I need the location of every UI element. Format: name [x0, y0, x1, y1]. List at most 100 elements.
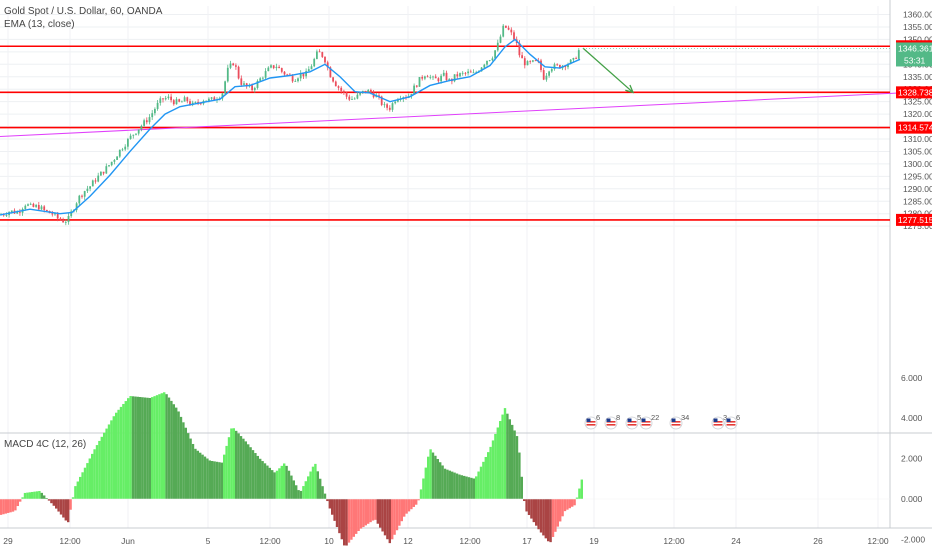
candle-body	[467, 71, 469, 74]
calendar-event[interactable]: 5	[625, 413, 641, 430]
candle-body	[502, 25, 505, 37]
macd-bar	[287, 470, 291, 499]
macd-bar	[535, 499, 538, 526]
macd-bar	[491, 440, 495, 499]
level-price-tag[interactable]	[896, 86, 932, 99]
macd-bar	[323, 493, 327, 499]
forecast-arrow-line[interactable]	[582, 47, 634, 93]
macd-bar	[9, 499, 12, 513]
flag-stripe	[641, 421, 651, 423]
macd-bar	[19, 499, 22, 502]
macd-bar	[412, 499, 415, 507]
macd-bar	[127, 398, 130, 499]
macd-bar	[520, 476, 523, 499]
macd-bar	[141, 397, 144, 499]
level-price-tag[interactable]	[896, 213, 932, 226]
candle-body	[326, 62, 329, 68]
calendar-event[interactable]: 6	[724, 413, 740, 430]
calendar-event[interactable]: 8	[604, 413, 620, 430]
forecast-arrow-group[interactable]	[582, 47, 635, 94]
candle-body	[321, 52, 324, 57]
macd-bar	[148, 397, 151, 499]
macd-bar	[359, 499, 363, 529]
macd-bar	[184, 427, 187, 499]
macd-bar	[549, 499, 552, 543]
macd-bar	[472, 478, 475, 499]
candle-body	[459, 73, 461, 77]
macd-bar	[119, 406, 123, 499]
calendar-events[interactable]: 6 8 5 22 34 3 6	[584, 413, 740, 430]
candle-body	[496, 42, 499, 51]
candle-body	[135, 133, 137, 135]
candle-body	[418, 76, 421, 87]
macd-bar	[251, 450, 255, 499]
macd-bar	[167, 397, 171, 499]
time-tick-label: 24	[731, 536, 741, 546]
macd-bar	[98, 440, 101, 499]
calendar-event-count: 8	[616, 413, 620, 422]
macd-bar	[328, 499, 331, 509]
candle-body	[162, 98, 164, 100]
candle-body	[262, 77, 264, 79]
candle-body	[523, 58, 526, 66]
level-price-tag-label: 1314.574	[898, 123, 932, 133]
price-tick-label: 1305.000	[903, 146, 932, 156]
macd-bar	[62, 499, 65, 518]
calendar-event[interactable]: 3	[711, 413, 727, 430]
macd-bar	[453, 472, 456, 499]
macd-bar	[74, 486, 77, 499]
macd-bar	[539, 499, 543, 533]
macd-bar	[134, 396, 137, 499]
level-price-tag[interactable]	[896, 121, 932, 134]
time-tick-label: 12:00	[663, 536, 685, 546]
flag-stripe	[671, 424, 681, 426]
candle-body	[529, 61, 532, 62]
candle-body	[113, 159, 116, 162]
macd-bar	[527, 499, 531, 516]
macd-bar	[417, 499, 420, 501]
candle-body	[2, 214, 5, 216]
candle-body	[170, 96, 172, 101]
macd-bar	[4, 499, 7, 514]
calendar-event[interactable]: 6	[584, 413, 600, 430]
candle-body	[16, 211, 19, 214]
macd-bar	[297, 490, 300, 499]
candle-body	[270, 65, 272, 68]
macd-bar	[227, 437, 231, 499]
macd-bar	[220, 462, 223, 499]
time-tick-label: 17	[522, 536, 532, 546]
calendar-event[interactable]: 22	[639, 413, 659, 430]
macd-tick-label: 6.000	[901, 373, 923, 383]
candle-body	[35, 204, 37, 207]
flag-canton	[726, 418, 731, 422]
macd-bar	[333, 499, 336, 521]
macd-bar	[163, 392, 166, 499]
macd-bar	[347, 499, 351, 543]
candle-body	[329, 67, 332, 78]
macd-bar	[487, 452, 490, 499]
candle-body	[100, 171, 102, 176]
candle-body	[127, 138, 129, 147]
candle-body	[429, 77, 432, 78]
price-tick-label: 1360.000	[903, 10, 932, 20]
macd-bar	[434, 455, 437, 499]
macd-bar	[441, 465, 444, 499]
candle-body	[545, 75, 548, 80]
calendar-event[interactable]: 34	[669, 413, 689, 430]
horizontal-levels[interactable]	[0, 45, 890, 221]
candle-body	[453, 74, 456, 82]
candle-body	[110, 161, 113, 166]
candle-body	[507, 27, 510, 30]
current-price-tag[interactable]	[896, 42, 932, 67]
forecast-arrowhead[interactable]	[625, 84, 635, 94]
macd-bar	[40, 492, 43, 499]
macd-bar	[71, 497, 75, 499]
candle-body	[391, 103, 394, 110]
macd-tick-label: 2.000	[901, 454, 923, 464]
candle-body	[105, 166, 108, 174]
macd-bar	[465, 476, 468, 499]
macd-bar	[196, 450, 199, 499]
ema-legend: EMA (13, close)	[4, 19, 75, 30]
candle-body	[313, 58, 316, 67]
candle-body	[124, 146, 127, 150]
